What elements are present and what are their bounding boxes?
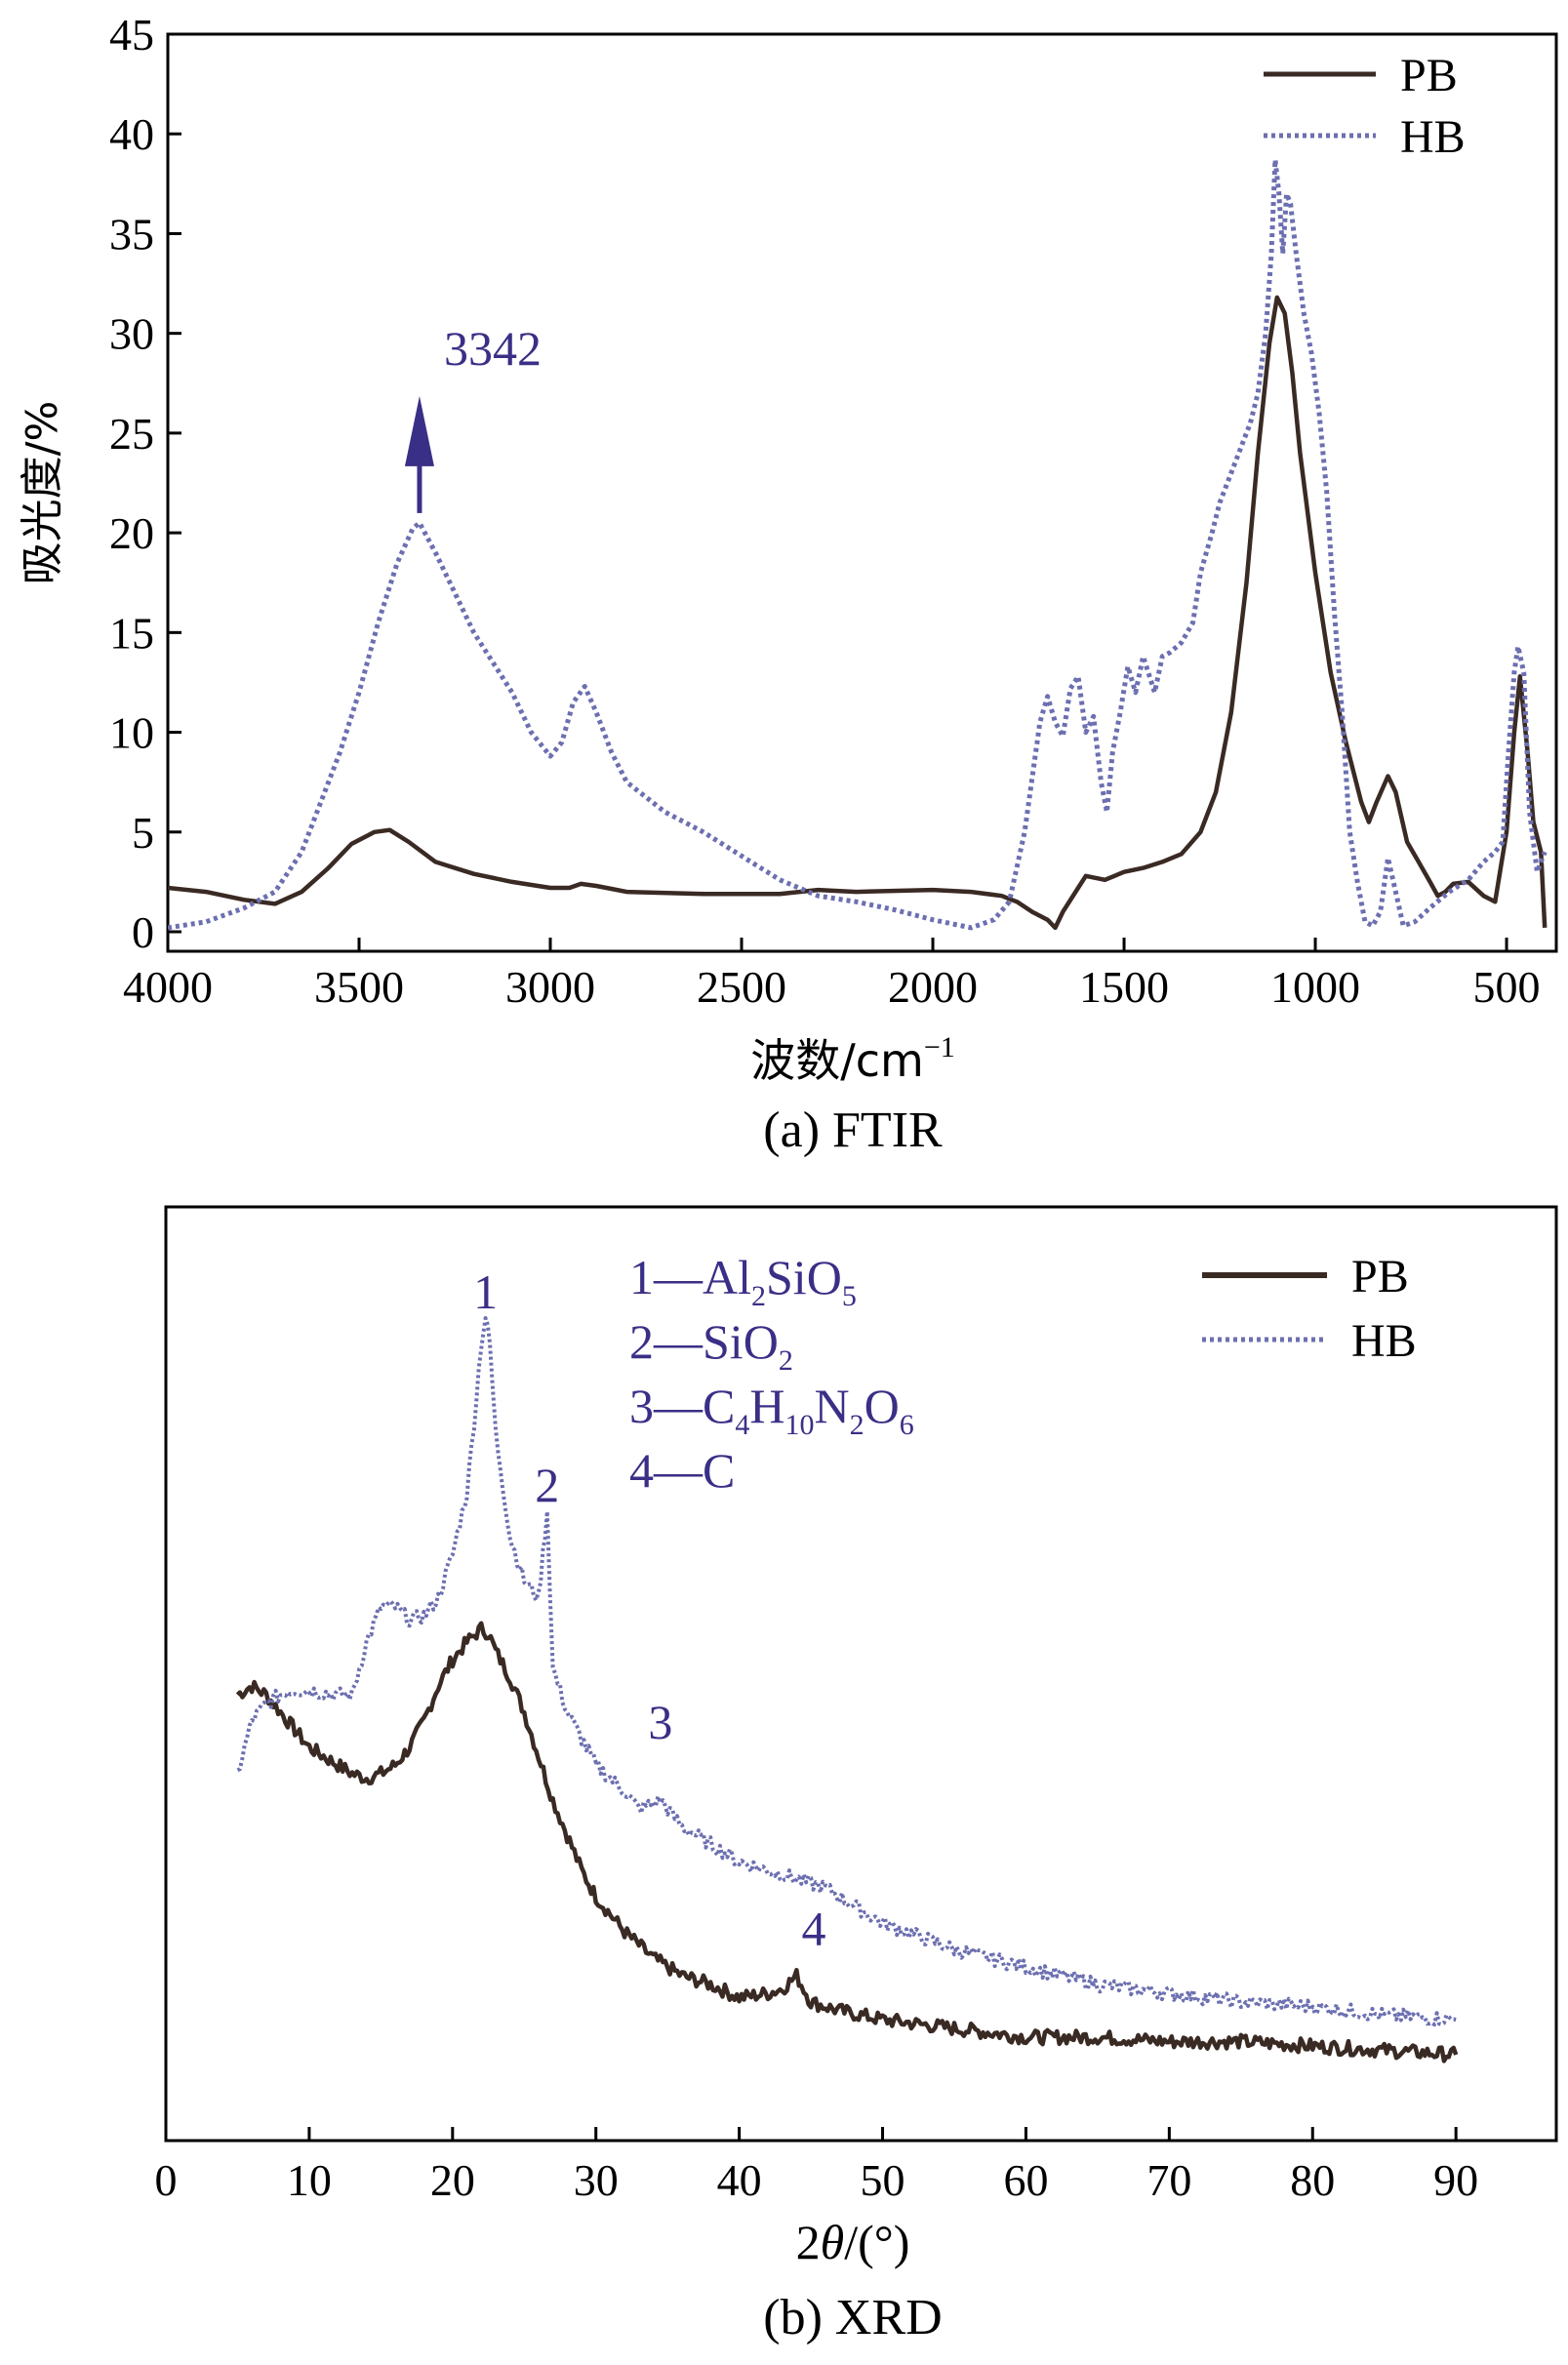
ftir-y-tick-label: 0 xyxy=(132,907,154,957)
xrd-x-axis-label: 2θ/(°) xyxy=(796,2215,910,2269)
xrd-legend: PB HB xyxy=(1202,1251,1417,1367)
xrd-series-hb-line xyxy=(236,1316,1457,2027)
ftir-x-tick-label: 2000 xyxy=(888,962,978,1012)
ftir-y-tick-label: 25 xyxy=(109,409,154,459)
ftir-peak-annotation: 3342 xyxy=(404,321,542,513)
ftir-y-tick-label: 35 xyxy=(109,209,154,259)
ftir-x-tick-label: 2500 xyxy=(697,962,786,1012)
ftir-y-tick-label: 45 xyxy=(109,10,154,60)
xrd-peak-label-1: 1 xyxy=(473,1264,498,1319)
ftir-series-pb-line xyxy=(168,295,1548,931)
ftir-legend-pb-label: PB xyxy=(1400,50,1458,101)
ftir-x-tick-label: 1000 xyxy=(1270,962,1360,1012)
xrd-x-tick-label: 0 xyxy=(155,2155,178,2205)
xrd-x-tick-label: 80 xyxy=(1290,2155,1335,2205)
ftir-chart: 0 5 10 15 20 25 30 35 40 45 4000 3500 3000 2500 2000 15… xyxy=(18,10,1558,1158)
ftir-arrow-head xyxy=(404,395,434,466)
ftir-peak-label: 3342 xyxy=(444,321,542,376)
xrd-phase-legend-entry: 3—C4H10N2O6 xyxy=(629,1379,914,1441)
xrd-x-tick-label: 60 xyxy=(1003,2155,1048,2205)
ftir-y-tick-label: 40 xyxy=(109,109,154,159)
xrd-plot-frame xyxy=(164,1205,1558,2143)
ftir-caption: (a) FTIR xyxy=(763,1102,943,1158)
ftir-x-tick-label: 3500 xyxy=(314,962,404,1012)
xrd-x-tick-label: 90 xyxy=(1433,2155,1478,2205)
ftir-plot-frame xyxy=(166,32,1558,953)
ftir-legend: PB HB xyxy=(1264,50,1466,163)
xrd-phase-legend-entry: 2—SiO2 xyxy=(629,1314,793,1377)
ftir-series-hb-line xyxy=(168,157,1548,931)
ftir-y-tick-label: 30 xyxy=(109,309,154,359)
ftir-y-tick-label: 20 xyxy=(109,508,154,558)
ftir-y-tick-label: 10 xyxy=(109,708,154,758)
xrd-x-tick-label: 10 xyxy=(287,2155,332,2205)
ftir-legend-hb-label: HB xyxy=(1400,111,1466,163)
xrd-x-tick-label: 50 xyxy=(861,2155,905,2205)
ftir-y-tick-label: 15 xyxy=(109,608,154,658)
xrd-phase-legend-entry: 4—C xyxy=(629,1443,735,1498)
ftir-x-tick-label: 4000 xyxy=(123,962,213,1012)
xrd-peak-label-2: 2 xyxy=(535,1458,559,1512)
ftir-x-axis-label: 波数/cm−1 xyxy=(750,1031,955,1087)
xrd-peak-label-4: 4 xyxy=(802,1902,826,1956)
xrd-phase-legend-entry: 1—Al2SiO5 xyxy=(629,1250,857,1312)
xrd-series-pb-line xyxy=(235,1621,1459,2064)
ftir-y-tick-label: 5 xyxy=(132,808,154,858)
ftir-y-axis-label: 吸光度/% xyxy=(18,401,67,585)
xrd-legend-pb-label: PB xyxy=(1351,1251,1409,1303)
ftir-x-tick-label: 3000 xyxy=(505,962,595,1012)
ftir-x-tick-label: 500 xyxy=(1473,962,1541,1012)
xrd-legend-hb-label: HB xyxy=(1351,1315,1417,1367)
xrd-x-tick-label: 40 xyxy=(717,2155,762,2205)
xrd-peak-label-3: 3 xyxy=(648,1695,672,1749)
xrd-x-tick-label: 30 xyxy=(574,2155,619,2205)
ftir-x-tick-label: 1500 xyxy=(1079,962,1169,1012)
xrd-x-tick-label: 20 xyxy=(430,2155,475,2205)
xrd-caption: (b) XRD xyxy=(763,2290,942,2345)
xrd-chart: 0 10 20 30 40 50 60 70 80 90 1 2 3 4 1—Al2SiO52—SiO2… xyxy=(155,1205,1558,2345)
xrd-x-tick-label: 70 xyxy=(1146,2155,1191,2205)
